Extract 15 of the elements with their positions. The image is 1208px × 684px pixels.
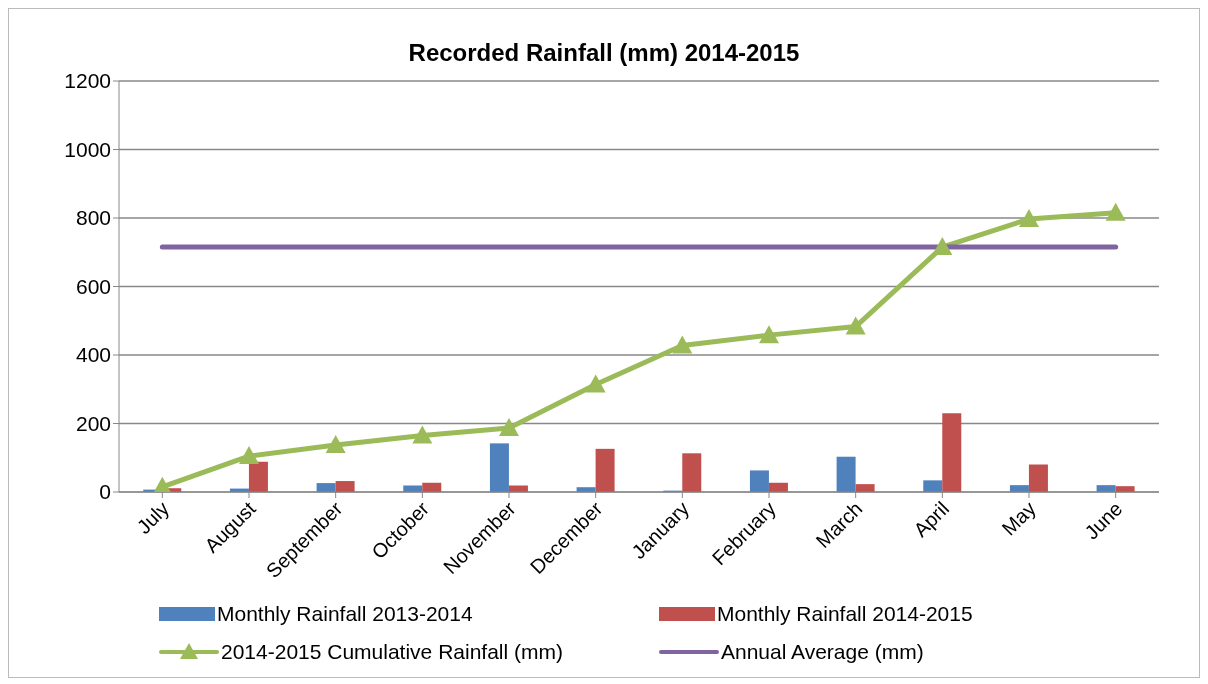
legend-label: Monthly Rainfall 2013-2014: [217, 602, 473, 626]
x-tick-label: June: [1080, 497, 1127, 544]
y-tick-label: 0: [99, 480, 111, 504]
y-tick-label: 200: [75, 411, 111, 435]
y-tick-label: 1000: [64, 137, 111, 161]
legend-label: Monthly Rainfall 2014-2015: [717, 602, 973, 626]
x-tick-label: May: [997, 497, 1040, 540]
y-tick-label: 1200: [64, 69, 111, 93]
y-tick-label: 600: [75, 274, 111, 298]
legend-label: Annual Average (mm): [721, 640, 924, 664]
x-tick-label: July: [132, 497, 174, 538]
legend-label: 2014-2015 Cumulative Rainfall (mm): [221, 640, 563, 664]
y-tick-label: 800: [75, 206, 111, 230]
y-tick-label: 400: [75, 343, 111, 367]
chart-title: Recorded Rainfall (mm) 2014-2015: [407, 39, 801, 67]
